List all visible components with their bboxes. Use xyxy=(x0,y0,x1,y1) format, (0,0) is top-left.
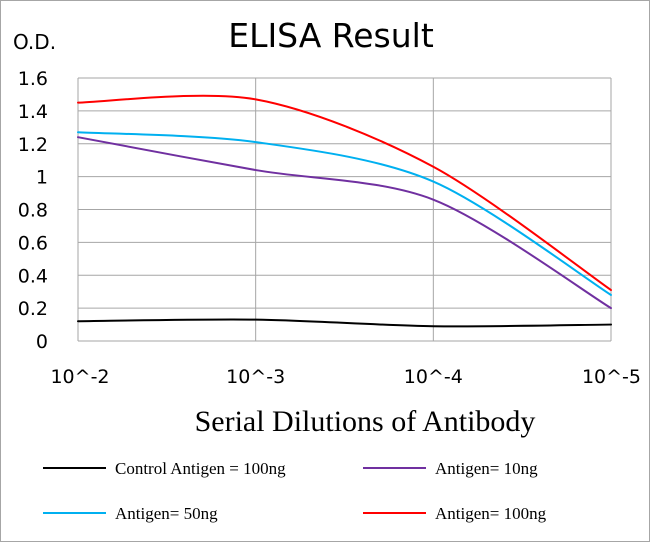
series-line-1 xyxy=(77,318,612,328)
x-tick-label: 10^-5 xyxy=(582,366,641,388)
y-tick-label: 1 xyxy=(36,167,48,189)
y-tick-label: 0.6 xyxy=(18,232,48,254)
series-lines xyxy=(77,94,612,328)
y-tick-label: 0.2 xyxy=(18,298,48,320)
series-line-2 xyxy=(77,136,612,310)
y-tick-label: 1.2 xyxy=(18,134,48,156)
x-tick-label: 10^-3 xyxy=(226,366,285,388)
y-tick-label: 0.8 xyxy=(18,200,48,222)
legend-item: Antigen= 10ng xyxy=(363,459,538,478)
series-line-4 xyxy=(77,94,612,292)
chart-title: ELISA Result xyxy=(228,16,434,55)
x-axis-label: Serial Dilutions of Antibody xyxy=(195,405,536,438)
legend-label: Antigen= 50ng xyxy=(115,504,218,523)
y-tick-labels: 0 0.2 0.4 0.6 0.8 1 1.2 1.4 1.6 xyxy=(18,68,48,353)
legend-label: Control Antigen = 100ng xyxy=(115,459,286,478)
legend-item: Antigen= 50ng xyxy=(43,504,218,523)
legend-label: Antigen= 100ng xyxy=(435,504,547,523)
x-tick-label: 10^-4 xyxy=(404,366,463,388)
x-tick-label: 10^-2 xyxy=(50,366,109,388)
y-tick-label: 1.6 xyxy=(18,68,48,90)
y-tick-label: 0.4 xyxy=(18,265,48,287)
y-axis-label: O.D. xyxy=(13,30,56,54)
y-tick-label: 0 xyxy=(36,331,48,353)
series-line-3 xyxy=(77,131,612,296)
legend-item: Control Antigen = 100ng xyxy=(43,459,286,478)
x-tick-labels: 10^-2 10^-3 10^-4 10^-5 xyxy=(50,366,641,388)
legend-label: Antigen= 10ng xyxy=(435,459,538,478)
legend: Control Antigen = 100ng Antigen= 10ng Anti… xyxy=(43,459,547,523)
legend-item: Antigen= 100ng xyxy=(363,504,547,523)
y-tick-label: 1.4 xyxy=(18,101,48,123)
grid xyxy=(77,77,612,342)
